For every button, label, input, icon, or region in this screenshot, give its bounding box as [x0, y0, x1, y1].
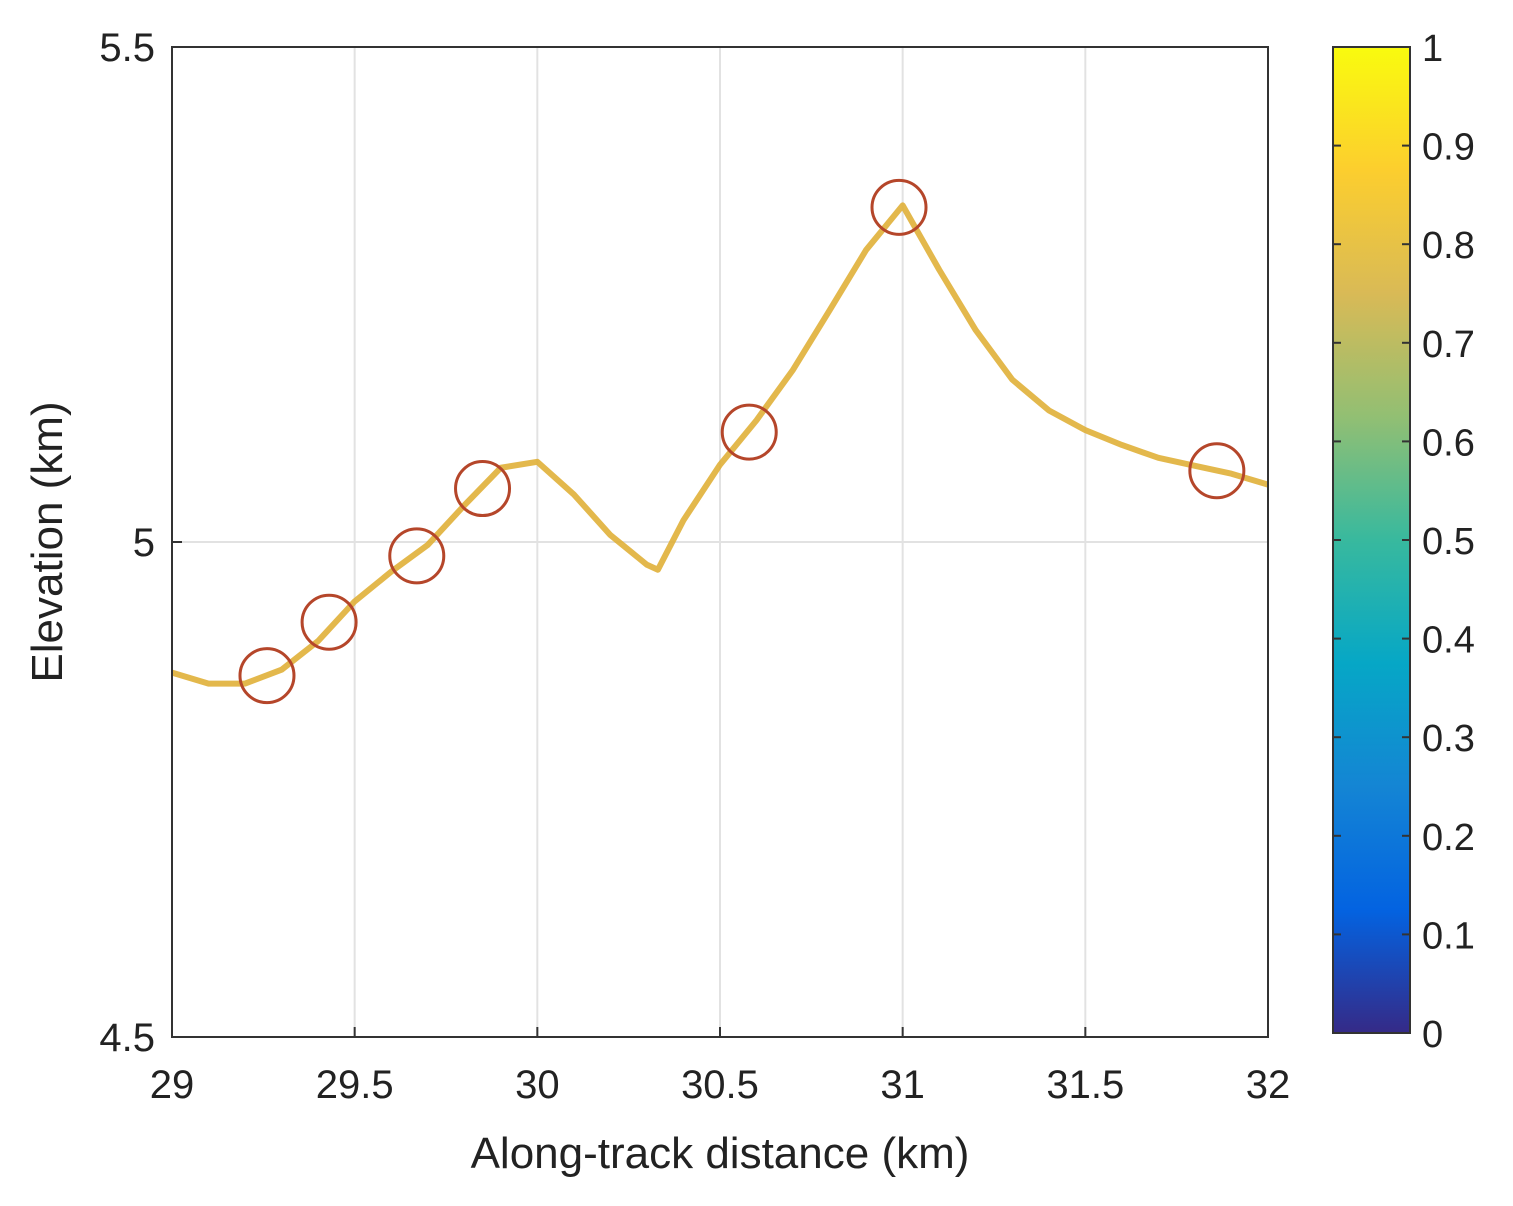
colorbar-tick-label: 0.7	[1422, 324, 1475, 366]
colorbar	[1332, 46, 1411, 1034]
colorbar-tick-label: 0.5	[1422, 521, 1475, 563]
colorbar-tick-label: 0	[1422, 1014, 1443, 1056]
x-tick-label: 29.5	[316, 1063, 394, 1107]
marker-circle	[300, 593, 358, 651]
x-tick-label: 31	[880, 1063, 925, 1107]
colorbar-tick-label: 0.4	[1422, 620, 1475, 662]
y-tick-label: 5.5	[99, 26, 155, 70]
colorbar-tick-label: 1	[1422, 28, 1443, 70]
x-tick-label: 30.5	[681, 1063, 759, 1107]
marker-circle	[388, 527, 446, 585]
x-tick-label: 30	[515, 1063, 560, 1107]
marker-circle	[1188, 442, 1246, 500]
colorbar-tick-label: 0.2	[1422, 817, 1475, 859]
y-tick-label: 4.5	[99, 1016, 155, 1060]
marker-circle	[870, 178, 928, 236]
colorbar-tick-label: 0.8	[1422, 225, 1475, 267]
signal-line	[171, 202, 1269, 687]
x-tick-label: 32	[1246, 1063, 1291, 1107]
marker-circle	[720, 403, 778, 461]
x-axis-label: Along-track distance (km)	[471, 1129, 970, 1178]
y-tick-label: 5	[133, 521, 155, 565]
marker-circle	[238, 647, 296, 705]
x-tick-label: 29	[150, 1063, 195, 1107]
colorbar-tick-label: 0.3	[1422, 718, 1475, 760]
colorbar-tick-label: 0.9	[1422, 127, 1475, 169]
x-tick-label: 31.5	[1046, 1063, 1124, 1107]
marker-circle	[454, 460, 512, 518]
colorbar-tick-label: 0.6	[1422, 422, 1475, 464]
colorbar-tick-label: 0.1	[1422, 915, 1475, 957]
y-axis-label: Elevation (km)	[23, 401, 72, 682]
